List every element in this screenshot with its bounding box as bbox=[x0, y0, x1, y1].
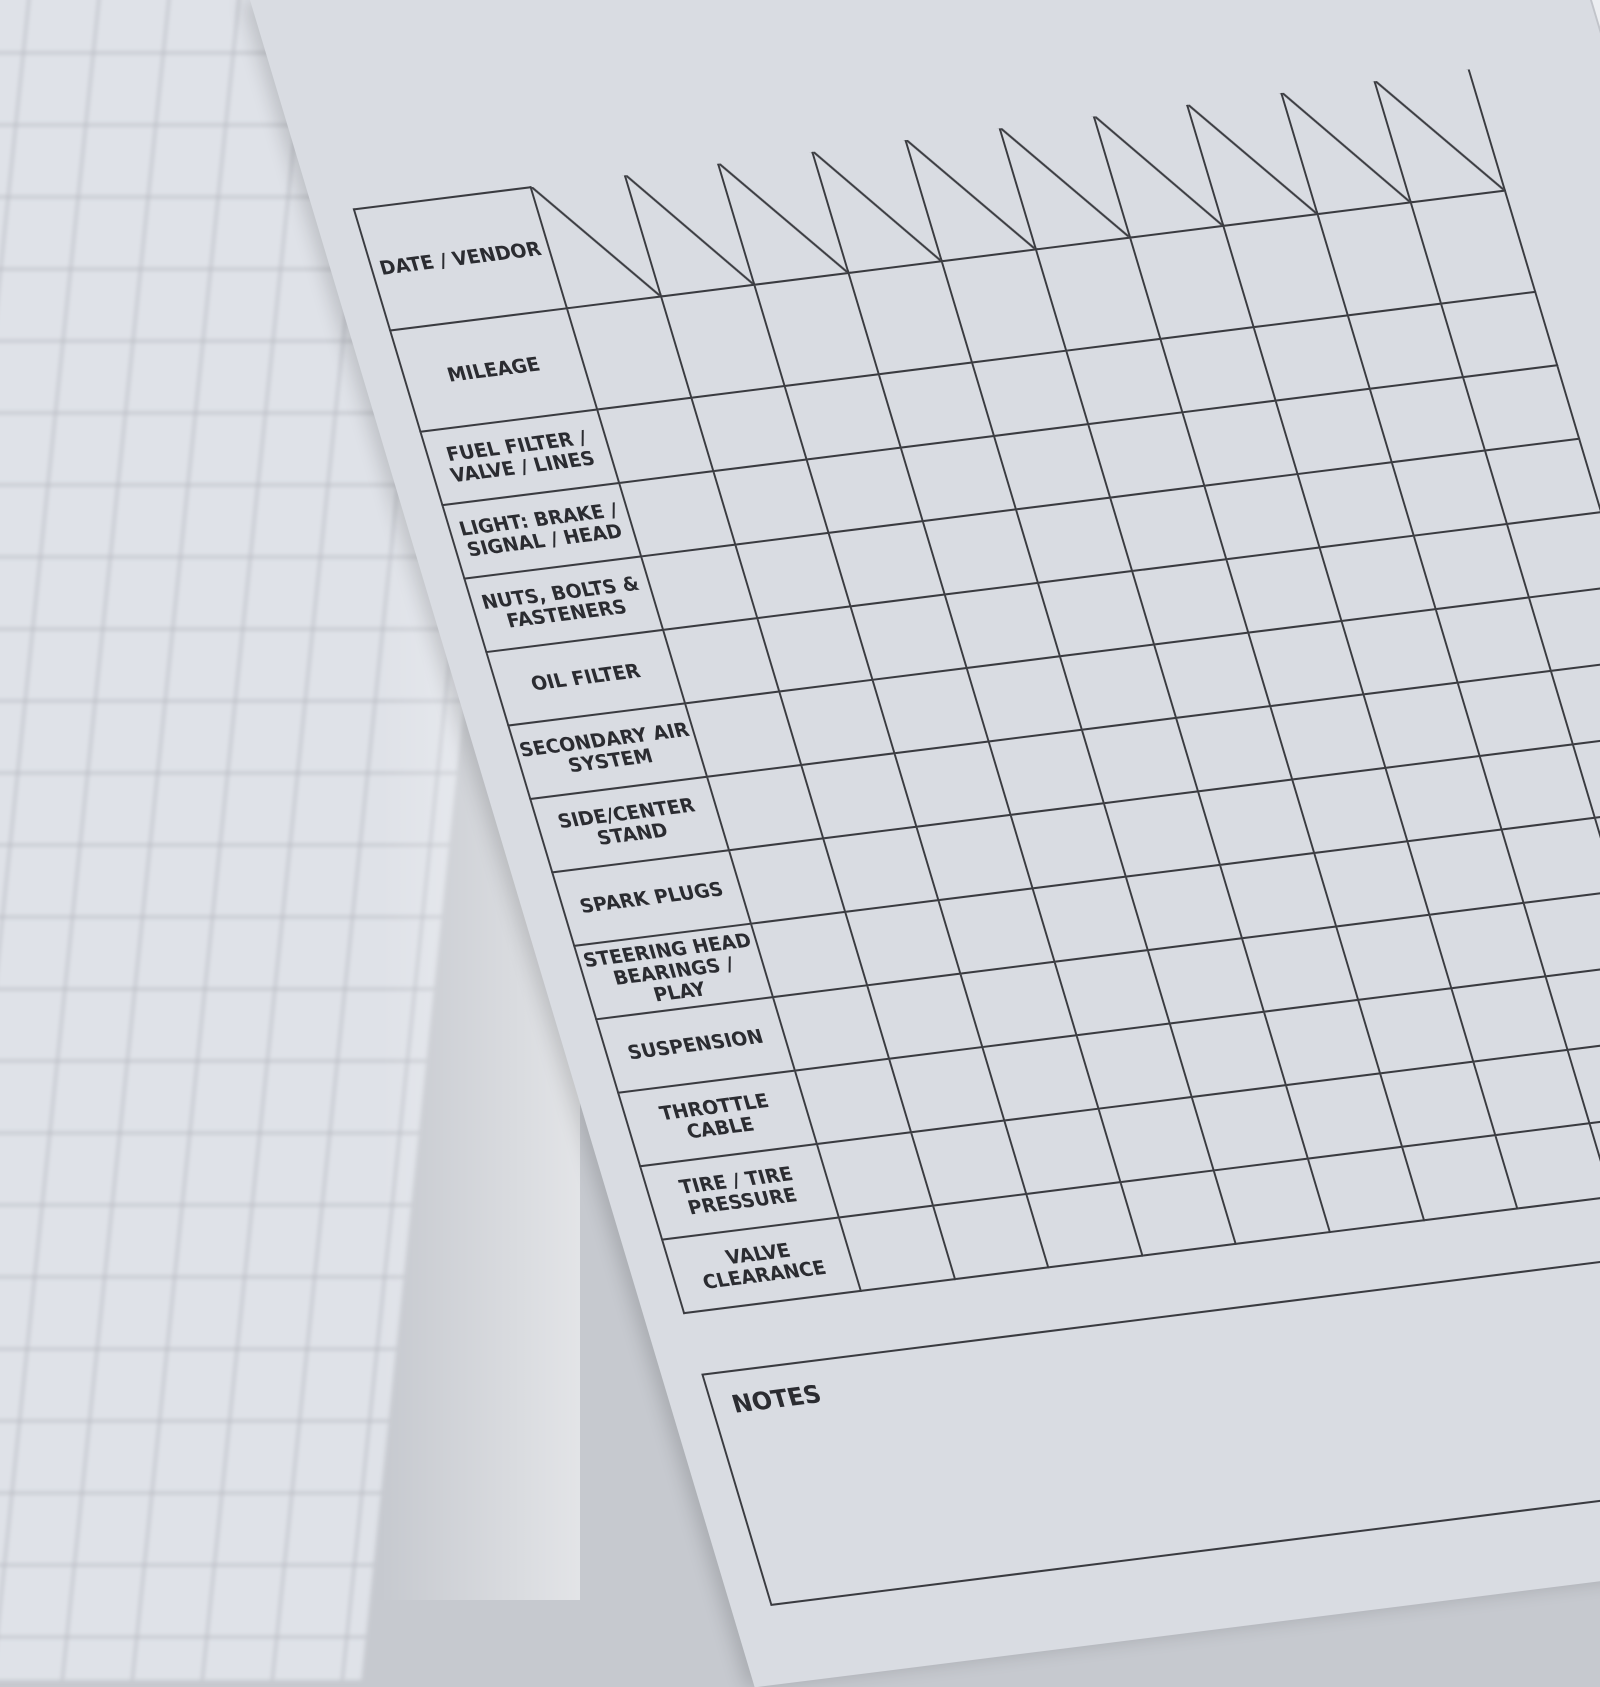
grid-cell[interactable] bbox=[1463, 365, 1580, 451]
notes-label: NOTES bbox=[728, 1379, 825, 1419]
grid-cell[interactable] bbox=[1441, 291, 1558, 378]
row-date-vendor-label: DATE / VENDOR bbox=[353, 187, 567, 331]
grid-cell[interactable] bbox=[1485, 438, 1600, 524]
